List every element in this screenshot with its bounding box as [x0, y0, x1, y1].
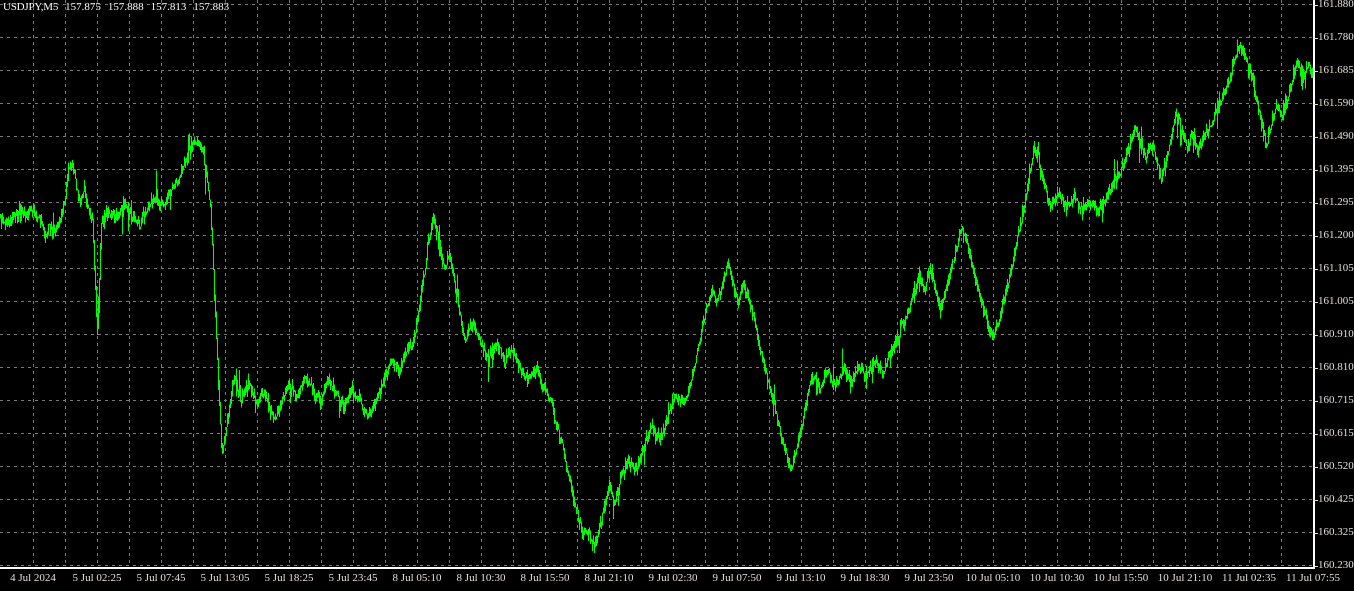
time-axis-label: 10 Jul 10:30	[1029, 572, 1085, 584]
price-axis-label: 160.810	[1318, 361, 1354, 373]
time-axis-label: 5 Jul 07:45	[136, 572, 186, 584]
price-axis-tick	[1313, 38, 1318, 39]
price-axis-label: 161.295	[1318, 196, 1354, 208]
time-axis-label: 9 Jul 13:10	[776, 572, 826, 584]
price-axis-label: 161.200	[1318, 229, 1354, 241]
price-axis-line	[1313, 0, 1315, 569]
time-axis-label: 5 Jul 23:45	[328, 572, 378, 584]
time-axis-labels[interactable]: 4 Jul 2024 5 Jul 02:25 5 Jul 07:45 5 Jul 13…	[0, 572, 1354, 591]
ohlc-low-value: 157.813	[150, 0, 187, 13]
price-axis-label: 161.590	[1318, 97, 1354, 109]
price-axis-tick	[1313, 170, 1318, 171]
ohlc-close-value: 157.883	[193, 0, 230, 13]
price-axis-label: 161.005	[1318, 295, 1354, 307]
price-axis-label: 160.910	[1318, 328, 1354, 340]
price-axis-label: 161.490	[1318, 130, 1354, 142]
price-axis-tick	[1313, 467, 1318, 468]
ohlc-high-value: 157.888	[107, 0, 144, 13]
price-axis-labels[interactable]: 161.880 161.780 161.685 161.590 161.490 161.3…	[1318, 0, 1354, 571]
time-axis-label: 10 Jul 05:10	[965, 572, 1021, 584]
price-axis-tick	[1313, 566, 1318, 567]
time-axis-label: 5 Jul 13:05	[200, 572, 250, 584]
price-axis-tick	[1313, 434, 1318, 435]
price-axis-label: 160.325	[1318, 526, 1354, 538]
price-axis-tick	[1313, 236, 1318, 237]
time-axis-label: 8 Jul 21:10	[584, 572, 634, 584]
symbol-period-label[interactable]: USDJPY,M5	[3, 0, 59, 13]
price-axis-label: 161.780	[1318, 31, 1354, 43]
time-axis-label: 5 Jul 18:25	[264, 572, 314, 584]
time-axis-label: 10 Jul 15:50	[1093, 572, 1149, 584]
price-axis-tick	[1313, 203, 1318, 204]
time-axis-label: 4 Jul 2024	[10, 572, 56, 584]
price-axis-tick	[1313, 302, 1318, 303]
price-axis-label: 161.105	[1318, 262, 1354, 274]
price-axis-tick	[1313, 71, 1318, 72]
price-axis-tick	[1313, 368, 1318, 369]
price-series	[0, 39, 1314, 554]
price-axis-tick	[1313, 533, 1318, 534]
price-axis-tick	[1313, 401, 1318, 402]
time-axis-label: 11 Jul 02:35	[1222, 572, 1276, 584]
price-plot-area[interactable]	[0, 0, 1314, 569]
time-axis-label: 8 Jul 15:50	[520, 572, 570, 584]
price-axis-label: 160.615	[1318, 427, 1354, 439]
time-axis-label: 8 Jul 05:10	[392, 572, 442, 584]
price-axis-label: 160.715	[1318, 394, 1354, 406]
time-axis-label: 9 Jul 07:50	[712, 572, 762, 584]
time-axis-label: 9 Jul 23:50	[904, 572, 954, 584]
time-axis-line	[0, 567, 1315, 569]
price-axis-tick	[1313, 269, 1318, 270]
price-axis-label: 160.230	[1318, 559, 1354, 571]
time-axis-label: 8 Jul 10:30	[456, 572, 506, 584]
price-axis-label: 161.395	[1318, 163, 1354, 175]
time-axis-label: 10 Jul 21:10	[1157, 572, 1213, 584]
price-axis-tick	[1313, 5, 1318, 6]
price-axis-tick	[1313, 104, 1318, 105]
time-axis-label: 11 Jul 07:55	[1286, 572, 1340, 584]
price-axis-tick	[1313, 500, 1318, 501]
price-axis-label: 161.685	[1318, 64, 1354, 76]
price-axis-label: 160.425	[1318, 493, 1354, 505]
ohlc-open-value: 157.875	[65, 0, 101, 13]
price-axis-label: 160.520	[1318, 460, 1354, 472]
time-axis-label: 9 Jul 02:30	[648, 572, 698, 584]
price-axis-label: 161.880	[1318, 0, 1354, 10]
chart-ohlc-header: USDJPY,M5 157.875 157.888 157.813 157.88…	[3, 0, 229, 13]
time-axis-label: 9 Jul 18:30	[840, 572, 890, 584]
price-axis-tick	[1313, 335, 1318, 336]
time-axis-label: 5 Jul 02:25	[72, 572, 122, 584]
price-axis-tick	[1313, 137, 1318, 138]
